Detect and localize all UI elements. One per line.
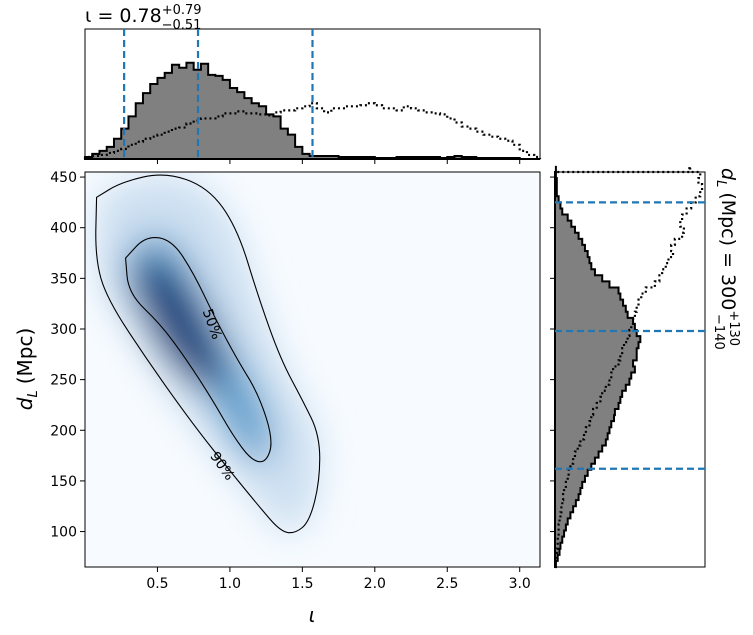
top-title-sub: −0.51	[162, 18, 202, 33]
right-label-symbol: d	[717, 168, 739, 181]
top-title: ι = 0.78+0.79 −0.51	[85, 3, 202, 33]
y-tick-label: 150	[50, 474, 77, 490]
top-title-sup: +0.79	[162, 3, 202, 18]
right-histogram	[554, 165, 704, 569]
top-x-ticks	[156, 159, 521, 164]
y-tick-label: 200	[50, 423, 77, 439]
y-axis-ticks: 100 150 200 250 300 350 400 450	[50, 170, 85, 541]
y-axis-label-subscript: L	[26, 390, 41, 397]
x-axis-ticks: 0.5 1.0 1.5 2.0 2.5 3.0	[146, 567, 531, 592]
right-quantile-lines	[555, 201, 705, 470]
right-y-ticks	[550, 176, 555, 533]
joint-panel: 90%50% 0.5 1.0 1.5 2.0 2.5 3.0 10015020025030…	[13, 170, 541, 627]
y-axis-label-unit: (Mpc)	[13, 328, 37, 385]
contour-0	[95, 174, 321, 534]
y-tick-label: 400	[50, 221, 77, 237]
right-label-sub2: −140	[711, 314, 726, 350]
y-axis-label: dL (Mpc)	[13, 328, 41, 411]
y-tick-label: 300	[50, 322, 77, 338]
density-heatmap	[95, 172, 320, 534]
right-hist-filled	[554, 165, 642, 568]
x-tick-label: 2.0	[364, 576, 386, 592]
x-axis-label: ι	[309, 603, 316, 627]
x-tick-label: 2.5	[436, 576, 458, 592]
y-tick-label: 100	[50, 525, 77, 541]
right-label-rest: (Mpc) = 300	[717, 192, 739, 310]
right-label-sup: +130	[726, 310, 741, 346]
top-title-main: ι = 0.78	[85, 5, 162, 27]
right-hist-dotted	[554, 165, 704, 569]
y-tick-label: 350	[50, 271, 77, 287]
joint-panel-frame	[84, 171, 541, 568]
y-tick-label: 250	[50, 373, 77, 389]
contour-1	[125, 236, 272, 463]
right-label-subscript: L	[713, 180, 728, 187]
x-tick-label: 0.5	[146, 576, 168, 592]
density-core	[134, 257, 224, 391]
top-marginal-panel: ι = 0.78+0.79 −0.51	[83, 3, 542, 164]
right-marginal-panel: dL (Mpc) = 300+130−140	[550, 165, 741, 569]
top-hist-dotted	[83, 102, 542, 159]
x-tick-label: 1.0	[219, 576, 241, 592]
y-tick-label: 450	[50, 170, 77, 186]
x-tick-label: 1.5	[291, 576, 313, 592]
x-tick-label: 3.0	[509, 576, 531, 592]
right-side-label: dL (Mpc) = 300+130−140	[711, 168, 741, 350]
y-axis-label-symbol: d	[13, 397, 37, 410]
